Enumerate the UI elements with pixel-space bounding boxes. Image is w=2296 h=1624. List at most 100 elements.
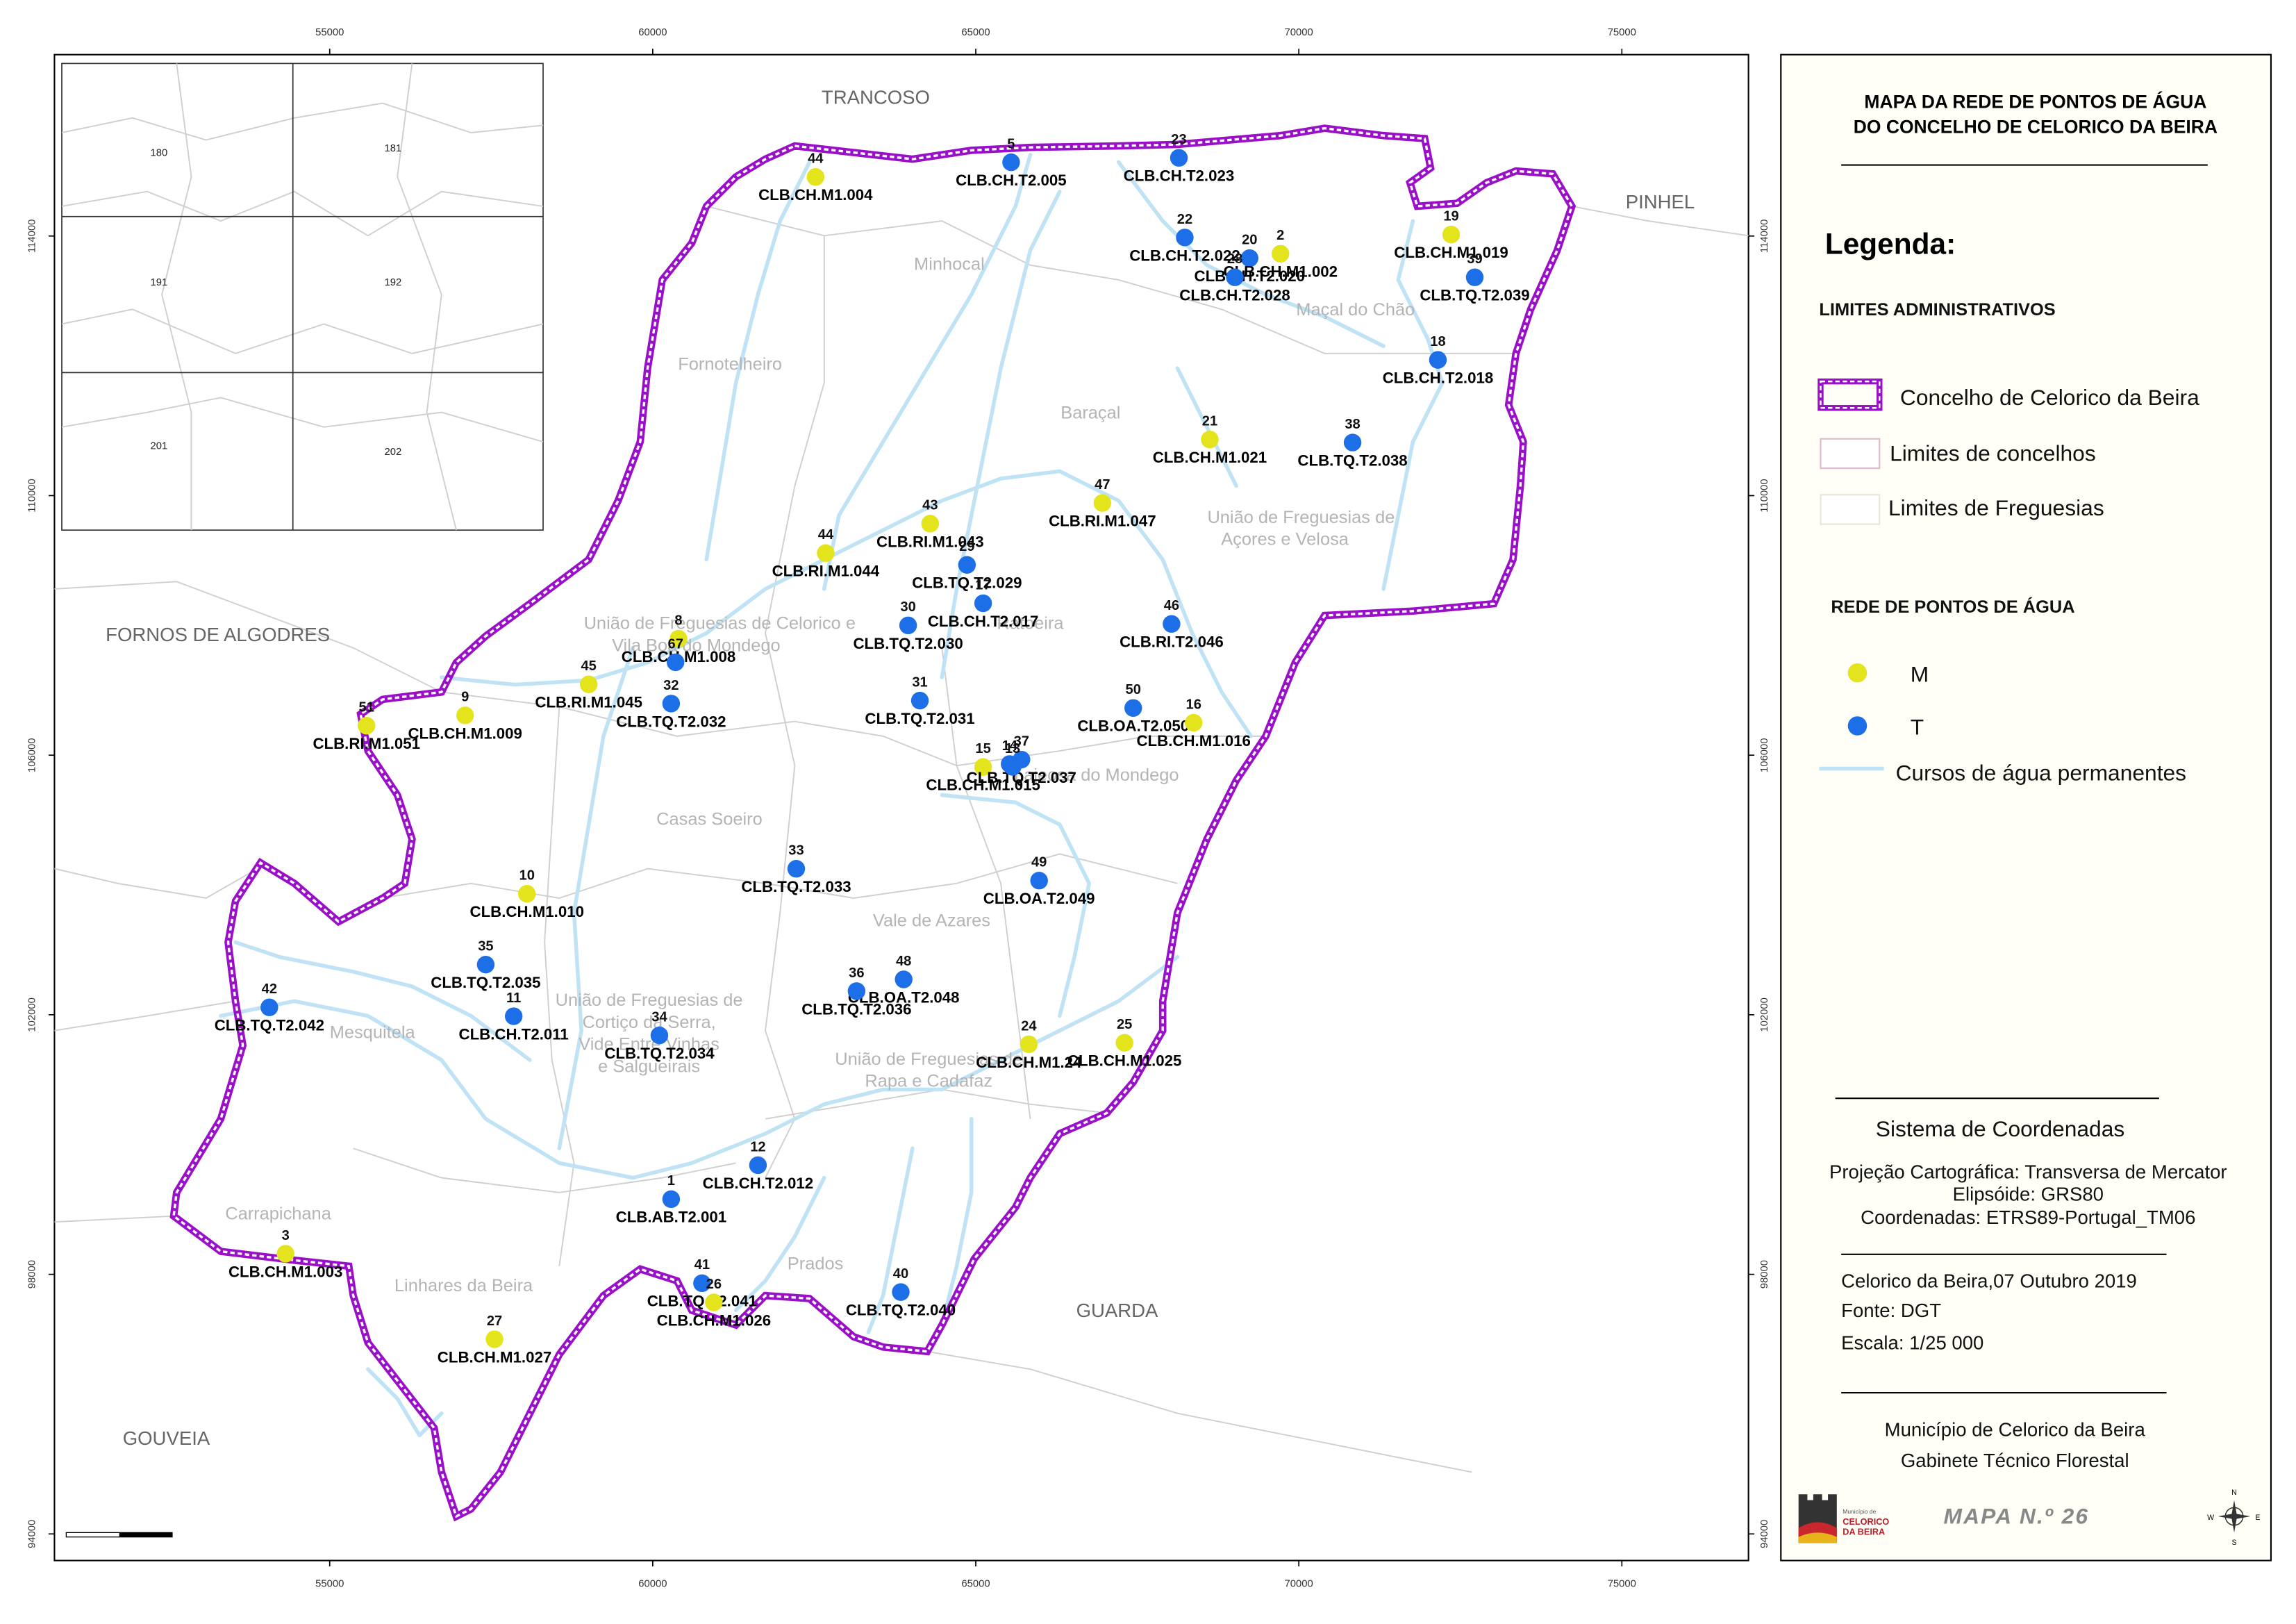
point-code: CLB.TQ.T2.037 <box>967 769 1076 786</box>
inset-line <box>61 190 544 237</box>
point-code: CLB.RI.M1.044 <box>772 563 880 580</box>
point-number: 31 <box>912 675 927 690</box>
point-number: 17 <box>975 577 990 593</box>
point-number: 19 <box>1443 209 1458 224</box>
point-number: 26 <box>706 1277 722 1292</box>
point-number: 39 <box>1467 251 1482 267</box>
legend-swatch <box>1820 438 1881 470</box>
point-number: 3 <box>282 1228 290 1243</box>
water-point <box>1429 351 1447 369</box>
point-code: CLB.CH.M1.021 <box>1153 449 1267 466</box>
water-point <box>1115 1034 1133 1052</box>
point-number: 16 <box>1186 697 1201 712</box>
place-name: União de Freguesias de <box>556 991 743 1010</box>
river <box>1175 366 1238 488</box>
place-name: Rapa e Cadafaz <box>865 1072 992 1091</box>
boundary-line <box>54 1215 174 1223</box>
point-code: CLB.CH.T2.018 <box>1383 370 1494 387</box>
x-tick-label: 65000 <box>961 27 990 38</box>
place-name: União de Freguesias de Celorico e <box>584 614 856 633</box>
point-number: 36 <box>849 966 864 981</box>
point-code: CLB.TQ.T2.035 <box>431 974 540 991</box>
water-point <box>485 1330 504 1348</box>
water-point <box>276 1245 294 1263</box>
info-line: Fonte: DGT <box>1841 1300 1941 1321</box>
place-names: TRANCOSO PINHEL Minhocal Maçal do Chão F… <box>106 87 1695 1450</box>
point-code: CLB.TQ.T2.032 <box>616 713 726 730</box>
compass: N E S W <box>2207 1489 2260 1547</box>
municipality-boundary-dash <box>172 126 1574 1518</box>
point-code: CLB.TQ.T2.036 <box>801 1000 911 1018</box>
coordinates-heading: Sistema de Coordenadas <box>1876 1116 2124 1141</box>
point-code: CLB.AB.T2.001 <box>616 1209 727 1226</box>
point-code: CLB.CH.M1.009 <box>408 724 522 742</box>
legend-title: DO CONCELHO DE CELORICO DA BEIRA <box>1854 117 2218 138</box>
boundary-line <box>765 235 825 1179</box>
water-point <box>1201 431 1219 449</box>
water-point <box>806 168 825 186</box>
y-tick-label: 94000 <box>1759 1520 1770 1548</box>
point-code: CLB.TQ.T2.042 <box>215 1017 324 1034</box>
x-tick-label: 60000 <box>638 27 667 38</box>
water-point <box>705 1293 723 1311</box>
water-point <box>1442 225 1461 244</box>
inset-line <box>61 397 544 442</box>
inset-label: 201 <box>151 440 168 451</box>
point-code: CLB.TQ.T2.039 <box>1420 287 1529 304</box>
parish-boundaries <box>54 206 1749 1473</box>
place-name: GOUVEIA <box>123 1427 210 1449</box>
legend-subheading: REDE DE PONTOS DE ÁGUA <box>1831 597 2074 617</box>
point-number: 47 <box>1095 477 1110 492</box>
point-number: 2 <box>1276 228 1284 243</box>
point-code: CLB.RI.M1.047 <box>1049 513 1156 530</box>
y-tick-label: 94000 <box>27 1520 38 1548</box>
water-point <box>456 706 474 724</box>
point-code: CLB.TQ.T2.031 <box>865 710 974 727</box>
inset-line <box>61 308 544 354</box>
y-tick-label: 98000 <box>1759 1260 1770 1289</box>
place-name: União de Freguesias de <box>835 1050 1022 1069</box>
point-number: 23 <box>1171 132 1186 147</box>
place-name: Linhares da Beira <box>394 1276 533 1295</box>
point-code: CLB.CH.T2.020 <box>1195 267 1305 285</box>
point-code: CLB.CH.M1.019 <box>1394 244 1508 261</box>
water-point <box>899 616 917 635</box>
legend-swatch <box>1820 494 1881 525</box>
point-code: CLB.CH.M1.010 <box>470 903 584 920</box>
place-name: Casas Soeiro <box>656 809 763 829</box>
inset-line <box>61 102 544 141</box>
inset-label: 192 <box>384 277 401 288</box>
place-name: Vale de Azares <box>873 911 990 931</box>
legend-label: Concelho de Celorico da Beira <box>1900 385 2199 410</box>
boundary-line <box>382 853 1178 899</box>
point-code: CLB.CH.M1.015 <box>926 777 1040 794</box>
point-number: 40 <box>893 1266 908 1282</box>
legend-label: Limites de Freguesias <box>1888 495 2104 520</box>
water-point <box>974 594 992 613</box>
x-tick-label: 75000 <box>1608 27 1636 38</box>
river <box>1381 219 1445 591</box>
point-code: CLB.CH.M1.004 <box>758 186 873 204</box>
place-name: Lajeosa do Mondego <box>1014 765 1179 785</box>
map-frame: TRANCOSO PINHEL Minhocal Maçal do Chão F… <box>53 53 1749 1561</box>
point-number: 8 <box>674 613 682 628</box>
point-code: CLB.OA.T2.049 <box>983 890 1095 907</box>
compass-letter: N <box>2231 1489 2237 1497</box>
water-point <box>358 716 376 735</box>
legend-swatch <box>1820 380 1881 409</box>
point-code: CLB.OA.T2.050 <box>1077 718 1189 735</box>
boundary-line <box>1572 206 1749 237</box>
place-name: Fornotelheiro <box>678 355 782 374</box>
point-number: 28 <box>1227 251 1242 267</box>
river <box>233 940 532 1062</box>
logo: Município de CELORICO DA BEIRA <box>1798 1494 1889 1543</box>
water-point <box>504 1007 523 1025</box>
water-point <box>1272 245 1290 263</box>
water-point <box>921 515 940 533</box>
legend-dot <box>1847 663 1867 683</box>
y-tick-label: 110000 <box>1759 479 1770 512</box>
point-code: CLB.CH.T2.005 <box>956 172 1066 189</box>
coordinates-line: Projeção Cartográfica: Transversa de Mer… <box>1829 1161 2227 1183</box>
point-number: 25 <box>1117 1017 1132 1032</box>
point-number: 10 <box>519 868 535 884</box>
